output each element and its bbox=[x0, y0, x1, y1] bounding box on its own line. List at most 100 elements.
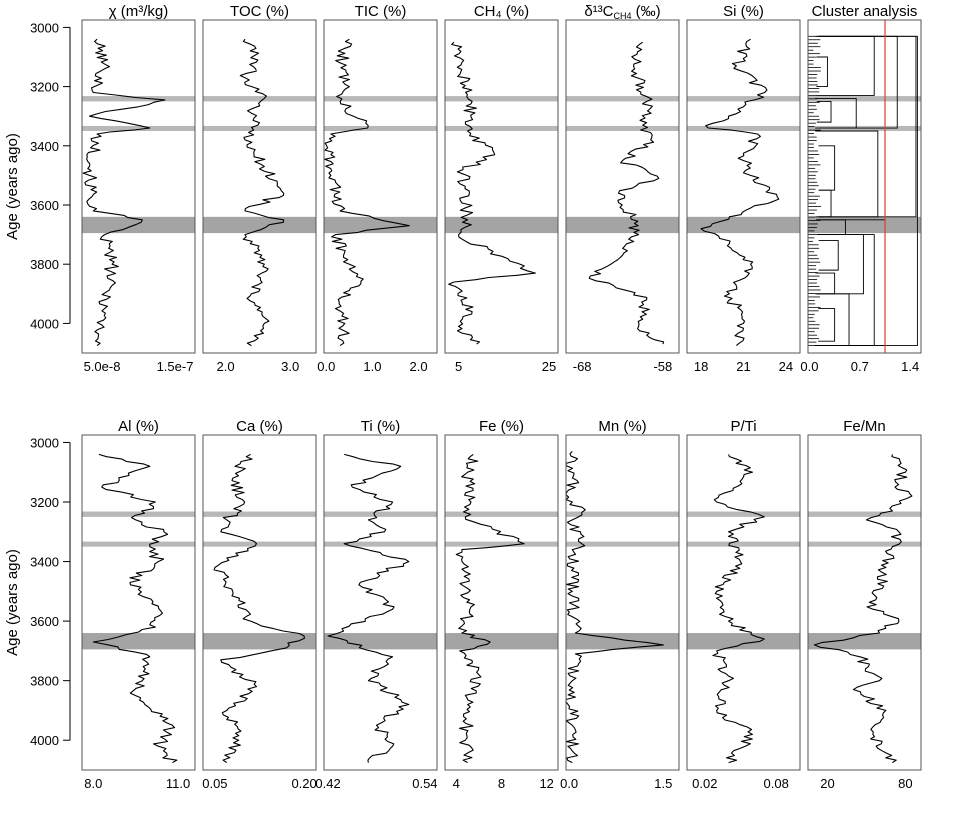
highlight-band bbox=[82, 125, 195, 131]
x-tick-label: 0.42 bbox=[315, 776, 340, 791]
y-axis-row-2: 3000 3200 3400 3600 3800 4000 Age (years ago) bbox=[4, 435, 71, 748]
series-line bbox=[565, 451, 664, 764]
y-tick-label: 3800 bbox=[30, 257, 59, 272]
highlight-band bbox=[566, 125, 679, 131]
highlight-band bbox=[203, 125, 316, 131]
panel-10: Ti (%) 0.42 0.54 bbox=[315, 418, 437, 791]
panel-frame bbox=[807, 434, 922, 771]
highlight-band bbox=[687, 125, 800, 131]
y-tick-label: 3200 bbox=[30, 80, 59, 95]
dendrogram-link bbox=[818, 145, 836, 191]
panel-3: TIC (%) 0.0 1.0 2.0 bbox=[317, 3, 438, 374]
dendrogram-link bbox=[815, 97, 857, 129]
highlight-band bbox=[324, 541, 437, 547]
x-tick-label: 24 bbox=[779, 359, 793, 374]
y-axis-label: Age (years ago) bbox=[4, 549, 21, 656]
x-tick-label: 25 bbox=[542, 359, 556, 374]
highlight-band bbox=[445, 125, 558, 131]
highlight-band bbox=[324, 511, 437, 517]
series-line bbox=[213, 453, 305, 764]
x-tick-label: 20 bbox=[820, 776, 834, 791]
y-axis-label: Age (years ago) bbox=[4, 133, 21, 240]
highlight-band bbox=[203, 511, 316, 517]
panel-6: Si (%) 18 21 24 bbox=[686, 3, 801, 374]
highlight-band bbox=[445, 633, 558, 650]
dendrogram-link bbox=[817, 234, 875, 347]
panel-2: TOC (%) 2.0 3.0 bbox=[202, 3, 317, 374]
x-tick-label: 1.5e-7 bbox=[157, 359, 194, 374]
panel-title: χ (m³/kg) bbox=[109, 3, 169, 20]
highlight-band bbox=[82, 96, 195, 102]
highlight-band bbox=[687, 216, 800, 234]
y-tick-label: 3200 bbox=[30, 495, 59, 510]
highlight-band bbox=[203, 216, 316, 234]
x-tick-label: -58 bbox=[653, 359, 672, 374]
panel-1: χ (m³/kg) 5.0e-8 1.5e-7 bbox=[81, 3, 196, 374]
panel-14: Fe/Mn 20 80 bbox=[807, 418, 922, 791]
highlight-band bbox=[82, 541, 195, 547]
series-line bbox=[712, 454, 765, 764]
x-tick-label: 0.02 bbox=[692, 776, 717, 791]
series-line bbox=[239, 38, 285, 347]
highlight-band bbox=[687, 633, 800, 650]
highlight-band bbox=[445, 96, 558, 102]
x-tick-label: 0.20 bbox=[291, 776, 316, 791]
highlight-band bbox=[687, 96, 800, 102]
x-tick-label: 2.0 bbox=[217, 359, 235, 374]
panel-frame bbox=[565, 434, 680, 771]
panel-frame bbox=[202, 434, 317, 771]
series-line bbox=[588, 41, 665, 345]
highlight-band bbox=[566, 216, 679, 234]
highlight-band bbox=[324, 96, 437, 102]
panel-title: Si (%) bbox=[723, 3, 764, 20]
highlight-band bbox=[808, 541, 921, 547]
panel-frame bbox=[686, 434, 801, 771]
dendrogram-link bbox=[815, 293, 850, 347]
highlight-band bbox=[808, 216, 921, 234]
series-line bbox=[92, 453, 178, 764]
highlight-band bbox=[687, 541, 800, 547]
highlight-band bbox=[203, 541, 316, 547]
panel-5: δ¹³CCH4 (‰) -68 -58 bbox=[565, 3, 680, 374]
x-tick-label: 80 bbox=[898, 776, 912, 791]
x-tick-label: 0.7 bbox=[851, 359, 869, 374]
panel-4: CH₄ (%) 5 25 bbox=[444, 3, 559, 374]
panel-13: P/Ti 0.02 0.08 bbox=[686, 418, 801, 791]
panel-frame bbox=[323, 19, 438, 354]
y-tick-label: 3600 bbox=[30, 614, 59, 629]
panel-title: Ti (%) bbox=[361, 418, 400, 435]
panel-frame bbox=[81, 434, 196, 771]
panel-title: TIC (%) bbox=[355, 3, 407, 20]
x-tick-label: 12 bbox=[539, 776, 553, 791]
series-line bbox=[327, 453, 410, 763]
panel-8: Al (%) 8.0 11.0 bbox=[81, 418, 196, 791]
dendrogram-link bbox=[818, 240, 839, 271]
highlight-band bbox=[82, 216, 195, 234]
highlight-band bbox=[324, 633, 437, 650]
highlight-band bbox=[566, 633, 679, 650]
dendrogram-link bbox=[814, 35, 918, 347]
x-tick-label: 0.0 bbox=[800, 359, 818, 374]
panel-title: δ¹³CCH4 (‰) bbox=[584, 3, 660, 21]
panel-7: Cluster analysis 0.0 0.7 1.4 bbox=[800, 3, 922, 374]
series-line bbox=[448, 41, 536, 345]
panel-title: Cluster analysis bbox=[812, 3, 918, 20]
highlight-band bbox=[566, 541, 679, 547]
highlight-band bbox=[445, 216, 558, 234]
series-line bbox=[455, 453, 525, 764]
panel-title: Ca (%) bbox=[236, 418, 283, 435]
dendrogram-link bbox=[816, 56, 828, 88]
panel-title: P/Ti bbox=[730, 418, 756, 435]
x-tick-label: 0.05 bbox=[202, 776, 227, 791]
panel-frame bbox=[444, 434, 559, 771]
highlight-band bbox=[203, 96, 316, 102]
dendrogram-link bbox=[815, 130, 879, 218]
y-tick-label: 3800 bbox=[30, 674, 59, 689]
x-tick-label: 11.0 bbox=[166, 776, 190, 791]
x-tick-label: 21 bbox=[736, 359, 750, 374]
y-tick-label: 3000 bbox=[30, 20, 59, 35]
x-tick-label: 1.4 bbox=[901, 359, 919, 374]
series-line bbox=[813, 454, 913, 764]
y-tick-label: 4000 bbox=[30, 316, 59, 331]
